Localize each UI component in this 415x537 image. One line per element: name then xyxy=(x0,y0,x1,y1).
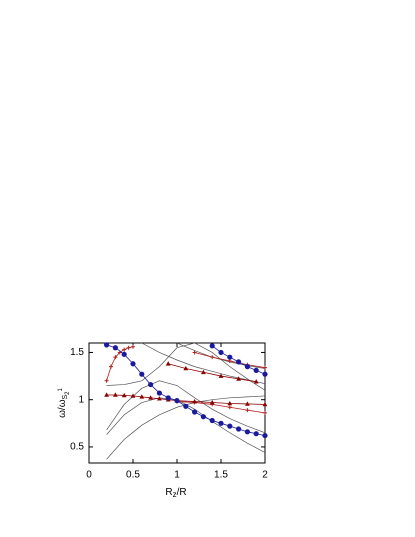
series-line xyxy=(106,394,265,405)
point xyxy=(218,349,224,356)
point xyxy=(126,345,131,350)
x-axis-label: Rz/R xyxy=(165,487,186,499)
point xyxy=(253,367,259,374)
series-line xyxy=(106,344,265,436)
series-line xyxy=(176,401,265,414)
point xyxy=(122,347,127,352)
point xyxy=(113,355,118,360)
point xyxy=(209,399,215,405)
point xyxy=(262,371,268,377)
point xyxy=(253,379,259,384)
point xyxy=(121,351,127,357)
point xyxy=(209,343,215,349)
y-tick-label: 1.5 xyxy=(70,347,84,358)
point xyxy=(263,410,267,415)
point xyxy=(131,344,135,349)
point xyxy=(130,393,136,398)
point xyxy=(218,373,224,378)
point xyxy=(245,408,250,413)
point xyxy=(139,394,145,399)
point xyxy=(227,423,233,429)
series-line xyxy=(141,343,265,384)
point xyxy=(104,342,110,348)
point xyxy=(109,364,113,369)
point xyxy=(112,345,118,351)
point xyxy=(263,365,267,370)
point xyxy=(192,409,198,415)
point xyxy=(210,355,215,360)
point xyxy=(227,405,232,410)
point xyxy=(192,398,197,404)
point xyxy=(156,390,162,396)
point xyxy=(130,361,136,367)
point xyxy=(218,420,224,426)
series-line xyxy=(168,363,257,383)
point xyxy=(148,381,154,388)
series-line xyxy=(176,343,265,369)
point xyxy=(104,378,109,383)
point xyxy=(139,371,145,377)
point xyxy=(192,350,197,355)
y-tick-label: 0.5 xyxy=(70,442,84,453)
point xyxy=(262,401,268,407)
x-tick-label: 0.5 xyxy=(126,470,140,481)
point xyxy=(245,401,250,406)
point xyxy=(165,361,171,366)
point xyxy=(236,359,242,365)
point xyxy=(113,392,118,397)
point xyxy=(236,426,242,432)
point xyxy=(200,414,206,420)
point xyxy=(253,431,259,437)
x-tick-label: 1 xyxy=(174,470,180,481)
point xyxy=(201,369,206,375)
series-line xyxy=(106,343,265,391)
point xyxy=(236,376,241,381)
point xyxy=(183,365,189,371)
point xyxy=(244,364,250,370)
point xyxy=(148,395,153,400)
point xyxy=(121,392,127,398)
y-tick-label: 1 xyxy=(78,394,84,405)
y-axis-label: ω/ωS21 xyxy=(57,387,71,417)
point xyxy=(244,429,250,435)
point xyxy=(227,354,233,360)
x-tick-label: 2 xyxy=(262,470,268,481)
x-tick-label: 1.5 xyxy=(214,470,228,481)
point xyxy=(262,432,268,439)
point xyxy=(157,396,162,401)
x-tick-label: 0 xyxy=(86,470,92,481)
point xyxy=(174,398,180,404)
point xyxy=(227,400,233,406)
point xyxy=(209,417,215,424)
point xyxy=(104,392,109,397)
point xyxy=(165,395,171,401)
point xyxy=(183,403,189,409)
